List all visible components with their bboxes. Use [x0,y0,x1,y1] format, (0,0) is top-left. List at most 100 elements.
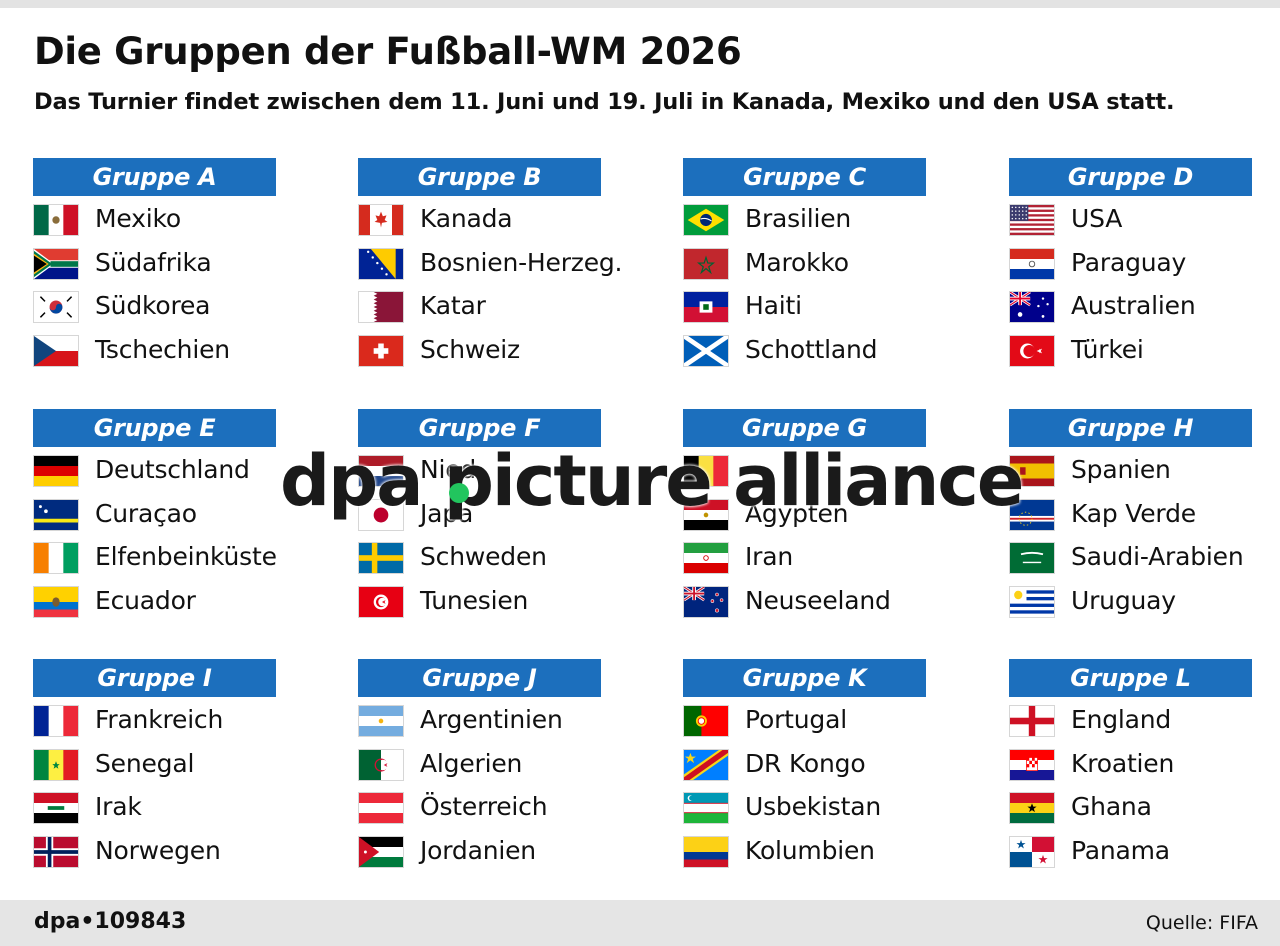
team-row: Katar [358,287,658,327]
haiti-flag-icon [683,291,729,323]
team-row: Mexiko [33,200,333,240]
team-name: Curaçao [95,498,197,528]
group-l: Gruppe L England Kroatien Ghana Panama [1009,659,1269,868]
team-name: Brasilien [745,204,852,233]
team-row: Paraguay [1009,244,1280,284]
cape-verde-flag-icon [1009,498,1055,531]
uzbekistan-flag-icon [683,792,729,824]
ghana-flag-icon [1009,792,1055,824]
team-row [683,451,983,491]
team-row: Türkei [1009,331,1280,371]
team-row: Ägypten [683,495,983,535]
footer: dpa•109843 Quelle: FIFA [0,900,1280,946]
team-name: Kap Verde [1071,498,1196,528]
team-name: Portugal [745,705,847,734]
scotland-flag-icon [683,334,729,367]
team-row: Ecuador [33,582,333,622]
france-flag-icon [33,705,79,737]
team-name: Saudi-Arabien [1071,542,1244,571]
group-h: Gruppe H Spanien Kap Verde Saudi-Arabien Uru… [1009,409,1269,618]
iran-flag-icon [683,542,729,574]
team-row: Kroatien [1009,745,1280,785]
team-row: Südafrika [33,244,333,284]
team-name: Schottland [745,334,878,364]
team-name: Schweden [420,542,547,571]
team-name: Türkei [1071,334,1144,364]
team-row: Tschechien [33,331,333,371]
team-name: Norwegen [95,835,221,865]
team-row: Haiti [683,287,983,327]
jordan-flag-icon [358,835,404,868]
group-f: Gruppe F Nied Japa Schweden Tunesien [358,409,618,618]
group-k: Gruppe K Portugal DR Kongo Usbekistan Kolumb… [683,659,943,868]
team-row: Schottland [683,331,983,371]
team-name: Nied [420,455,477,484]
group-header: Gruppe L [1009,659,1252,697]
netherlands-flag-icon [358,455,404,487]
team-row: Marokko [683,244,983,284]
colombia-flag-icon [683,835,729,868]
portugal-flag-icon [683,705,729,737]
group-j: Gruppe J Argentinien Algerien Österreich Jor… [358,659,618,868]
team-name: Spanien [1071,455,1171,484]
team-row: Portugal [683,701,983,741]
bosnia-flag-icon [358,247,404,280]
team-name: Haiti [745,291,802,320]
team-name: England [1071,705,1172,734]
group-header: Gruppe B [358,158,601,196]
team-name: Schweiz [420,334,520,364]
new-zealand-flag-icon [683,585,729,618]
team-name: Marokko [745,247,849,277]
team-name: Irak [95,792,142,821]
group-a: Gruppe A Mexiko Südafrika Südkorea Tschechie… [33,158,293,367]
team-name: Paraguay [1071,247,1187,277]
tunisia-flag-icon [358,585,404,618]
footer-source: Quelle: FIFA [1145,912,1258,934]
ivory-coast-flag-icon [33,542,79,574]
team-name: Australien [1071,291,1196,320]
group-i: Gruppe I Frankreich Senegal Irak Norwegen [33,659,293,868]
team-name: Deutschland [95,455,250,484]
group-header: Gruppe D [1009,158,1252,196]
team-row: Panama [1009,832,1280,872]
watermark-text: dpa picture alliance [280,440,1024,522]
group-header: Gruppe C [683,158,926,196]
norway-flag-icon [33,835,79,868]
usa-flag-icon [1009,204,1055,236]
team-name: Usbekistan [745,792,881,821]
team-name: DR Kongo [745,748,866,778]
team-row: Spanien [1009,451,1280,491]
group-header: Gruppe F [358,409,601,447]
team-row: DR Kongo [683,745,983,785]
mexico-flag-icon [33,204,79,236]
team-row: Schweden [358,538,658,578]
curacao-flag-icon [33,498,79,531]
team-row: Nied [358,451,658,491]
group-d: Gruppe D USA Paraguay Australien Türkei [1009,158,1269,367]
team-row: Kolumbien [683,832,983,872]
team-row: Tunesien [358,582,658,622]
croatia-flag-icon [1009,748,1055,781]
team-row: Bosnien-Herzeg. [358,244,658,284]
paraguay-flag-icon [1009,247,1055,280]
group-header: Gruppe I [33,659,276,697]
team-name: Neuseeland [745,585,891,615]
team-name: Algerien [420,748,523,778]
czechia-flag-icon [33,334,79,367]
team-name: Tunesien [420,585,529,615]
sweden-flag-icon [358,542,404,574]
group-header: Gruppe J [358,659,601,697]
team-row: Saudi-Arabien [1009,538,1280,578]
switzerland-flag-icon [358,334,404,367]
team-row: Schweiz [358,331,658,371]
brazil-flag-icon [683,204,729,236]
page-title: Die Gruppen der Fußball-WM 2026 [34,30,742,73]
team-name: Kanada [420,204,513,233]
team-name: Frankreich [95,705,224,734]
group-header: Gruppe H [1009,409,1252,447]
group-b: Gruppe B Kanada Bosnien-Herzeg. Katar Schwei… [358,158,622,367]
team-row: Argentinien [358,701,658,741]
footer-id: dpa•109843 [34,909,187,934]
team-row: Iran [683,538,983,578]
